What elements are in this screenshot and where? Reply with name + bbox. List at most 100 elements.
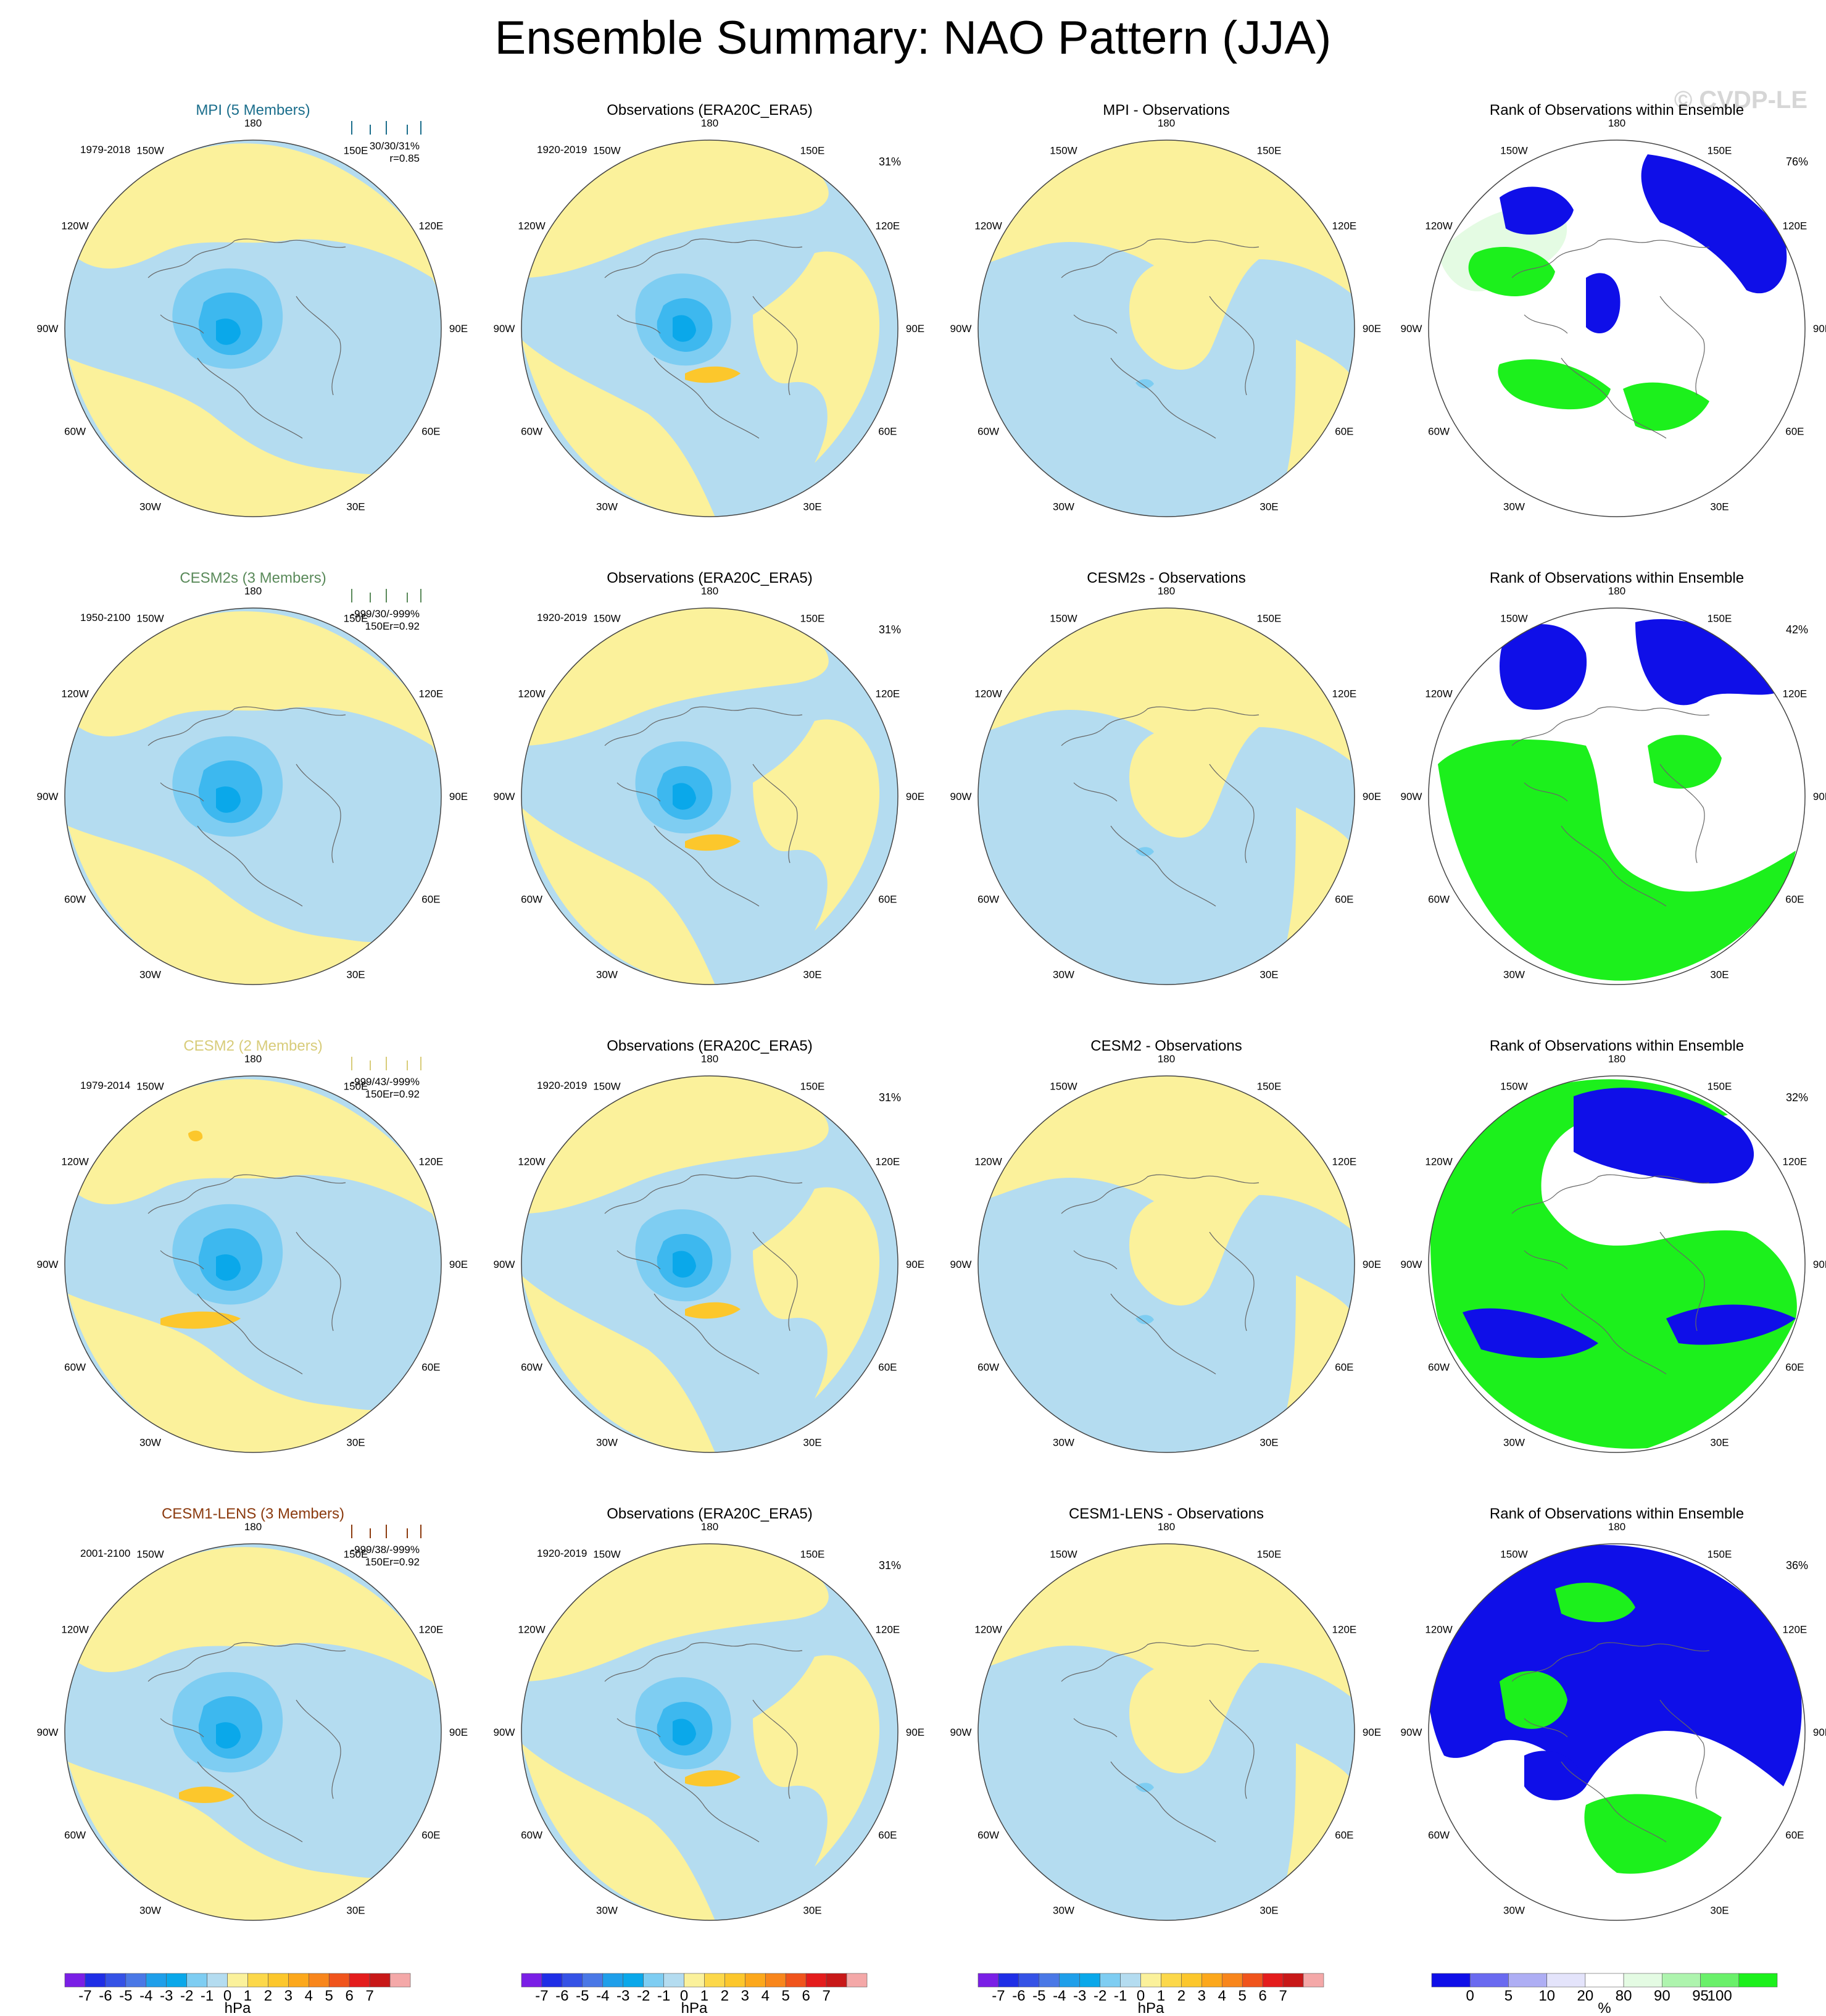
lon-label: 90E (449, 1727, 468, 1738)
positive-anomaly-region (978, 608, 1355, 838)
map-border (977, 1075, 1355, 1453)
lon-label: 150W (593, 1081, 620, 1093)
colorbar-tick-label: 4 (1218, 1988, 1226, 2004)
lon-label: 150W (136, 145, 164, 157)
colorbar-swatch (288, 1973, 309, 1988)
panel-title: Rank of Observations within Ensemble (1490, 1038, 1744, 1054)
colorbar-swatch (85, 1973, 106, 1988)
lon-label: 60W (64, 1362, 86, 1373)
panel-title: CESM2s - Observations (1087, 570, 1245, 586)
colorbar-swatch (1079, 1973, 1100, 1988)
colorbar-swatch (623, 1973, 644, 1988)
lon-label: 60E (878, 1830, 897, 1841)
rank-region (1498, 359, 1611, 410)
lon-label: 60E (1785, 1362, 1804, 1373)
lon-label: 150E (1257, 613, 1282, 625)
rank-region (1623, 382, 1709, 431)
lon-label: 120W (1425, 1624, 1452, 1636)
colorbar-swatch (765, 1973, 786, 1988)
positive-anomaly-region (978, 140, 1355, 370)
pattern-percent: 31% (879, 156, 901, 168)
lon-label: 90E (1813, 1727, 1826, 1738)
panel-title: Observations (ERA20C_ERA5) (607, 1506, 812, 1522)
colorbar-swatch (227, 1973, 248, 1988)
hpa-colorbar: -7 -6 -5 -4 -3 -2 -1 0 1 2 3 4 5 6 7 hPa (509, 1972, 879, 2016)
positive-anomaly-region (65, 611, 441, 764)
lon-label: 150E (344, 613, 368, 625)
colorbar-unit: hPa (225, 2000, 251, 2013)
lon-label: 120E (876, 688, 900, 700)
lon-label: 90W (950, 791, 971, 802)
rank-colorbar: 0 5 10 20 80 90 95 100% (1419, 1972, 1790, 2016)
colorbar-tick-label: 4 (762, 1988, 770, 2004)
map-panel-diff: CESM2 - Observations 180 150E 120E 90E 60E 30E… (950, 1028, 1382, 1476)
positive-anomaly-region (753, 251, 880, 463)
map-border (1428, 607, 1806, 985)
coastline (604, 238, 803, 439)
map-panel-diff: MPI - Observations180150E120E90E60E30E03… (950, 93, 1382, 540)
negative-anomaly-region (216, 319, 241, 345)
lon-label: 90E (1363, 791, 1381, 802)
positive-anomaly-region (68, 1294, 407, 1452)
lon-label: 90W (1401, 323, 1422, 335)
lon-label: 30E (1710, 501, 1728, 512)
map-border (64, 1075, 442, 1453)
lon-label: 150E (1257, 145, 1282, 157)
colorbar-swatch (1100, 1973, 1121, 1988)
rank-region (1586, 273, 1621, 333)
colorbar-tick-label: -4 (596, 1988, 609, 2004)
panel-title: Observations (ERA20C_ERA5) (607, 570, 812, 586)
positive-anomaly-region (65, 143, 441, 296)
lon-label: 60E (1785, 426, 1804, 438)
colorbar-swatch (1546, 1973, 1586, 1988)
lon-label: 120E (876, 1624, 900, 1636)
colorbar-tick-label: 6 (345, 1988, 353, 2004)
colorbar-swatch (166, 1973, 187, 1988)
pattern-percent: 31% (879, 1091, 901, 1104)
negative-anomaly-region (1135, 1315, 1154, 1325)
colorbar-tick-label: 90 (1654, 1988, 1670, 2004)
colorbar-swatch (105, 1973, 127, 1988)
lon-label: 120E (876, 1156, 900, 1168)
lon-label: 60E (878, 426, 897, 438)
colorbar-tick-label: 2 (1177, 1988, 1185, 2004)
lon-label: 120W (61, 1156, 88, 1168)
map-border (521, 1075, 898, 1453)
colorbar-tick-label: -1 (657, 1988, 670, 2004)
lon-label: 60E (1785, 894, 1804, 906)
lon-label: 60W (1428, 894, 1450, 906)
pattern-percent: 42% (1786, 623, 1808, 636)
panel-title: CESM2 - Observations (1090, 1038, 1242, 1054)
colorbar-swatch (1585, 1973, 1624, 1988)
colorbar-swatch (268, 1973, 289, 1988)
positive-anomaly-region (68, 1762, 407, 1920)
lon-label: 60W (977, 1362, 999, 1373)
correlation-label: 150Er=0.92 (365, 1556, 420, 1568)
lon-label: 180 (1158, 585, 1175, 597)
lon-label: 180 (244, 1053, 262, 1065)
period-label: 1920-2019 (537, 1547, 587, 1559)
lon-label: 30E (803, 501, 821, 512)
lon-label: 120W (974, 220, 1002, 232)
rank-region (1438, 739, 1796, 981)
lon-label: 120W (61, 1624, 88, 1636)
colorbar-tick-label: 2 (721, 1988, 729, 2004)
positive-anomaly-region (65, 1547, 441, 1700)
lon-label: 120E (876, 220, 900, 232)
lon-label: 180 (701, 1053, 718, 1065)
map-border (1428, 140, 1806, 517)
lon-label: 120E (419, 688, 444, 700)
colorbar-swatch (1018, 1973, 1040, 1988)
lon-label: 60W (1428, 426, 1450, 438)
lon-label: 120E (1332, 688, 1357, 700)
colorbar-swatch (1201, 1973, 1222, 1988)
colorbar-swatch (1242, 1973, 1263, 1988)
colorbar-tick-label: -2 (1094, 1988, 1106, 2004)
lon-label: 150W (1050, 613, 1077, 625)
map-panel-obs: Observations (ERA20C_ERA5) 1920-2019 31% 18… (494, 560, 926, 1008)
colorbar-swatch (805, 1973, 827, 1988)
lon-label: 30W (596, 501, 618, 512)
lon-label: 120E (419, 1156, 444, 1168)
lon-label: 90E (449, 323, 468, 335)
lon-label: 90W (950, 323, 971, 335)
